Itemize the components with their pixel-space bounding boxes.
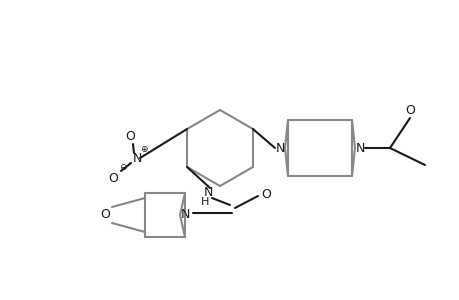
- Text: N: N: [354, 142, 364, 154]
- Text: H: H: [201, 197, 209, 207]
- Text: ⊖: ⊖: [119, 164, 127, 172]
- Text: O: O: [404, 104, 414, 118]
- Text: O: O: [261, 188, 270, 200]
- Text: O: O: [108, 172, 118, 184]
- Text: ⊕: ⊕: [140, 146, 147, 154]
- Text: N: N: [132, 152, 141, 164]
- Text: N: N: [275, 142, 284, 154]
- Text: N: N: [203, 187, 212, 200]
- Text: O: O: [125, 130, 134, 142]
- Text: O: O: [100, 208, 110, 221]
- Text: N: N: [180, 208, 189, 221]
